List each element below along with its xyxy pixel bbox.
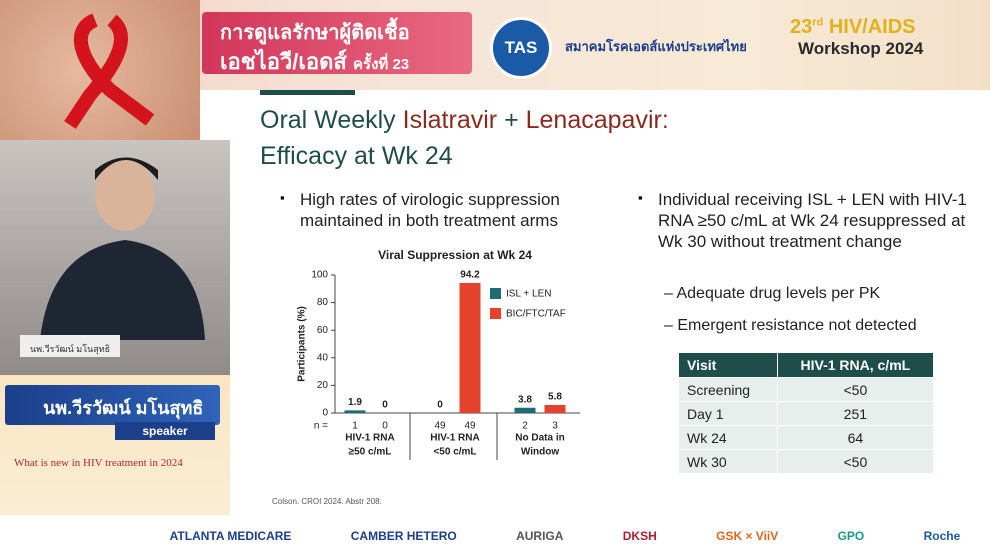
bullet-marker: ▪ xyxy=(280,190,285,205)
bar xyxy=(344,410,366,413)
table-row: Wk 30 <50 xyxy=(678,449,935,474)
sponsor-logo: GSK × ViiV xyxy=(716,529,779,543)
speaker-video: นพ.วีรวัฒน์ มโนสุทธิ xyxy=(0,140,230,380)
table-cell: <50 xyxy=(776,377,935,402)
slide-title: Oral Weekly xyxy=(260,106,396,134)
table-cell: Wk 30 xyxy=(678,449,778,474)
legend-swatch xyxy=(490,288,501,299)
n-value: 0 xyxy=(382,421,388,432)
y-tick-label: 100 xyxy=(311,270,328,281)
speaker-nameplate: นพ.วีรวัฒน์ มโนสุทธิ xyxy=(30,344,111,354)
sponsor-logo: GPO xyxy=(837,529,865,543)
legend-label: BIC/FTC/TAF xyxy=(506,309,566,320)
society-logo: TAS xyxy=(490,17,552,79)
table-cell: <50 xyxy=(776,449,935,474)
event-title: เอชไอวี/เอดส์ xyxy=(220,49,347,74)
x-tick-label: HIV-1 RNA xyxy=(345,433,394,444)
x-tick-label: HIV-1 RNA xyxy=(430,433,479,444)
table-header-row: Visit HIV-1 RNA, c/mL xyxy=(678,352,935,378)
sponsor-logo: ATLANTA MEDICARE xyxy=(169,529,292,543)
bar xyxy=(544,404,566,413)
speaker-name: นพ.วีรวัฒน์ มโนสุทธิ xyxy=(43,398,204,418)
data-table: Visit HIV-1 RNA, c/mL Screening <50 Day 1 251… xyxy=(678,352,935,474)
y-tick-label: 40 xyxy=(317,352,329,363)
sponsor-logo: Roche xyxy=(923,529,961,543)
talk-topic: What is new in HIV treatment in 2024 xyxy=(14,457,183,469)
table-cell: Screening xyxy=(678,377,778,402)
citation: Colson. CROI 2024. Abstr 208. xyxy=(272,497,382,506)
slide-title: Islatravir xyxy=(402,106,498,134)
bar xyxy=(459,283,481,413)
slide-title: Lenacapavir: xyxy=(525,106,669,134)
y-tick-label: 20 xyxy=(317,380,329,391)
bar xyxy=(514,407,536,413)
value-label: 3.8 xyxy=(518,394,532,405)
x-tick-label: Window xyxy=(521,447,559,458)
n-value: 1 xyxy=(352,421,358,432)
n-value: 49 xyxy=(434,421,446,432)
table-row: Day 1 251 xyxy=(678,401,935,426)
bullet: Individual receiving ISL + LEN with HIV-… xyxy=(658,190,967,251)
y-tick-label: 0 xyxy=(322,408,328,419)
value-label: 5.8 xyxy=(548,392,562,403)
slide-title: + xyxy=(504,106,519,134)
sponsor-bar: ATLANTA MEDICARE CAMBER HETERO AURIGA DKSH G… xyxy=(140,515,990,557)
workshop-number: 23 xyxy=(790,16,813,38)
table-row: Screening <50 xyxy=(678,377,935,402)
sponsor-logo: AURIGA xyxy=(516,529,564,543)
table-row: Wk 24 64 xyxy=(678,425,935,450)
slide-title: Oral Weekly Islatravir + Lenacapavir: xyxy=(260,106,669,135)
workshop-name: HIV/AIDS xyxy=(828,16,916,38)
legend-label: ISL + LEN xyxy=(506,289,552,300)
n-value: 2 xyxy=(522,421,528,432)
sub-bullet: Emergent resistance not detected xyxy=(677,317,917,334)
y-tick-label: 60 xyxy=(317,325,329,336)
x-tick-label: No Data in xyxy=(515,433,564,444)
value-label: 94.2 xyxy=(460,270,480,281)
workshop-year: Workshop 2024 xyxy=(798,39,924,58)
sub-bullet: Adequate drug levels per PK xyxy=(676,285,881,302)
hands-photo xyxy=(0,0,200,140)
bullet-marker: ▪ xyxy=(638,190,643,205)
speaker-banner: นพ.วีรวัฒน์ มโนสุทธิ xyxy=(5,385,220,425)
sub-bullet: – Adequate drug levels per PK xyxy=(664,285,881,302)
x-tick-label: <50 c/mL xyxy=(433,447,476,458)
speaker-role: speaker xyxy=(115,422,215,440)
n-value: 3 xyxy=(552,421,558,432)
value-label: 0 xyxy=(437,400,443,411)
event-title: การดูแลรักษาผู้ติดเชื้อ xyxy=(220,22,410,44)
slide-accent xyxy=(260,90,355,95)
sub-bullet: – Emergent resistance not detected xyxy=(664,317,917,334)
sponsor-logo: CAMBER HETERO xyxy=(350,529,457,543)
speaker-figure xyxy=(20,157,205,357)
slide-title: Efficacy at Wk 24 xyxy=(260,142,453,170)
table-cell: 64 xyxy=(776,425,935,450)
y-tick-label: 80 xyxy=(317,297,329,308)
society-name: สมาคมโรคเอดส์แห่งประเทศไทย xyxy=(565,39,747,54)
value-label: 0 xyxy=(382,400,388,411)
n-label: n = xyxy=(314,421,328,432)
y-axis-label: Participants (%) xyxy=(297,306,308,382)
workshop-suffix: rd xyxy=(812,16,824,29)
event-box: การดูแลรักษาผู้ติดเชื้อ เอชไอวี/เอดส์ คร… xyxy=(202,12,472,74)
table-cell: Day 1 xyxy=(678,401,778,426)
ribbon xyxy=(64,13,155,129)
table-cell: Wk 24 xyxy=(678,425,778,450)
chart: Viral Suppression at Wk 24 Participants … xyxy=(297,248,580,460)
chart-title: Viral Suppression at Wk 24 xyxy=(378,248,532,262)
event-title: เอชไอวี/เอดส์ ครั้งที่ 23 xyxy=(220,44,409,79)
table-cell: 251 xyxy=(776,401,935,426)
table-header: HIV-1 RNA, c/mL xyxy=(776,352,935,378)
workshop-logo: 23rd HIV/AIDS xyxy=(790,16,916,39)
value-label: 1.9 xyxy=(348,397,362,408)
table-header: Visit xyxy=(678,352,778,378)
n-value: 49 xyxy=(464,421,476,432)
event-edition: ครั้งที่ 23 xyxy=(352,56,410,73)
x-tick-label: ≥50 c/mL xyxy=(349,447,392,458)
sponsor-logo: DKSH xyxy=(622,529,657,543)
bullet: High rates of virologic suppression main… xyxy=(300,190,560,230)
legend-swatch xyxy=(490,308,501,319)
